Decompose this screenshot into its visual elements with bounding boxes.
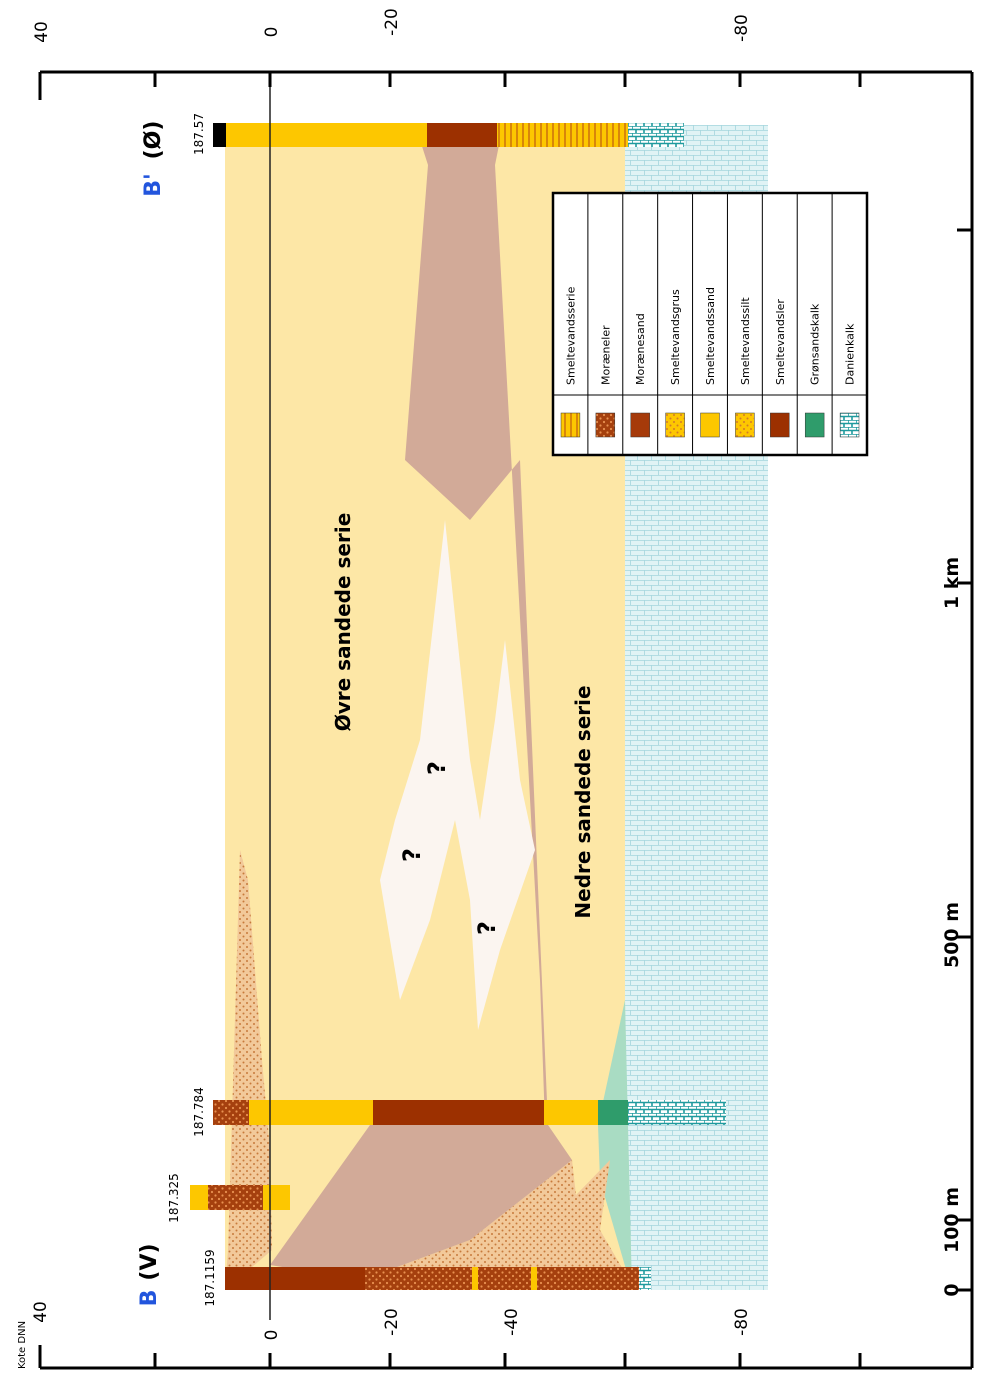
legend-label: Smeltevandsler [774,299,787,385]
top-tick-minus-80: -80 [732,14,752,42]
profile-end-right-label: B' [141,173,166,197]
profile-end-right-suffix: (Ø) [141,121,166,160]
profile-end-left: B (V) [137,1243,162,1306]
unknown-marks: ? ? ? [398,761,501,935]
legend-swatch-teal-brick [839,412,860,438]
legend-swatch-solid-yellow [700,412,720,438]
greensand-wedge [598,1000,632,1290]
axis-frame [38,70,974,1370]
legend: Smeltevandsserie Moræneler Morænesand Smelt… [551,191,869,457]
borehole-label-187-1159: 187.1159 [203,1249,217,1306]
question-mark: ? [398,848,426,862]
legend-label: Smeltevandsserie [564,286,577,385]
legend-swatch-dotted-brown [595,412,616,438]
borehole-187-57 [213,123,684,147]
borehole-label-187-325: 187.325 [167,1173,181,1223]
question-mark: ? [423,761,451,775]
left-axis-title: Kote DNN [17,1321,28,1369]
distance-1km: 1 km [941,557,963,609]
legend-swatch-solid-green [804,412,825,438]
profile-end-left-label: B [137,1290,162,1307]
borehole-187-1159 [225,1267,651,1290]
borehole-label-187-784: 187.784 [192,1087,206,1137]
legend-box [551,191,869,457]
legend-label: Morænesand [634,313,647,385]
legend-swatch-dotted-orange [735,412,755,438]
top-tick-labels: 40 0 -20 -80 [32,8,752,43]
left-tick-minus-40: -40 [502,1308,522,1336]
legend-label: Smeltevandssand [704,287,717,385]
question-mark: ? [473,921,501,935]
legend-swatch-stripe [560,412,581,438]
top-tick-0: 0 [262,27,282,38]
legend-swatch-solid-brown [630,412,650,438]
borehole-187-784 [213,1100,726,1125]
legend-label: Moræneler [599,325,612,385]
legend-label: Danienkalk [844,323,857,385]
distance-labels: 0 100 m 500 m 1 km [941,557,963,1297]
unknown-zone [380,520,535,1030]
legend-label: Grønsandskalk [809,303,822,385]
profile-end-right: B' (Ø) [141,121,166,197]
clay-body [270,140,572,1280]
left-tick-40: 40 [31,1301,51,1323]
distance-100m: 100 m [941,1187,963,1253]
left-tick-minus-80: -80 [732,1308,752,1336]
left-tick-0: 0 [262,1330,282,1341]
borehole-187-325 [190,1185,290,1210]
borehole-label-187-57: 187.57 [192,113,206,155]
legend-label: Smeltevandsgrus [669,289,682,385]
dotted-sediment-lower [362,1160,632,1285]
legend-swatch-solid-dark-brown [770,412,790,438]
legend-label: Smeltevandssilt [739,297,752,385]
legend-swatch-dotted-yellow [665,412,685,438]
top-tick-40: 40 [32,21,52,43]
distance-0: 0 [941,1283,963,1296]
top-tick-minus-20: -20 [382,8,402,36]
left-tick-minus-20: -20 [382,1308,402,1336]
lower-series-label: Nedre sandede serie [571,685,595,918]
upper-series-label: Øvre sandede serie [331,513,355,732]
profile-end-left-suffix: (V) [137,1243,162,1280]
borehole-labels: 187.1159 187.325 187.784 187.57 [167,113,217,1307]
left-tick-labels: Kote DNN 40 0 -20 -40 -80 [17,1301,752,1369]
distance-500m: 500 m [941,902,963,968]
dotted-sediment-upper [225,850,272,1290]
